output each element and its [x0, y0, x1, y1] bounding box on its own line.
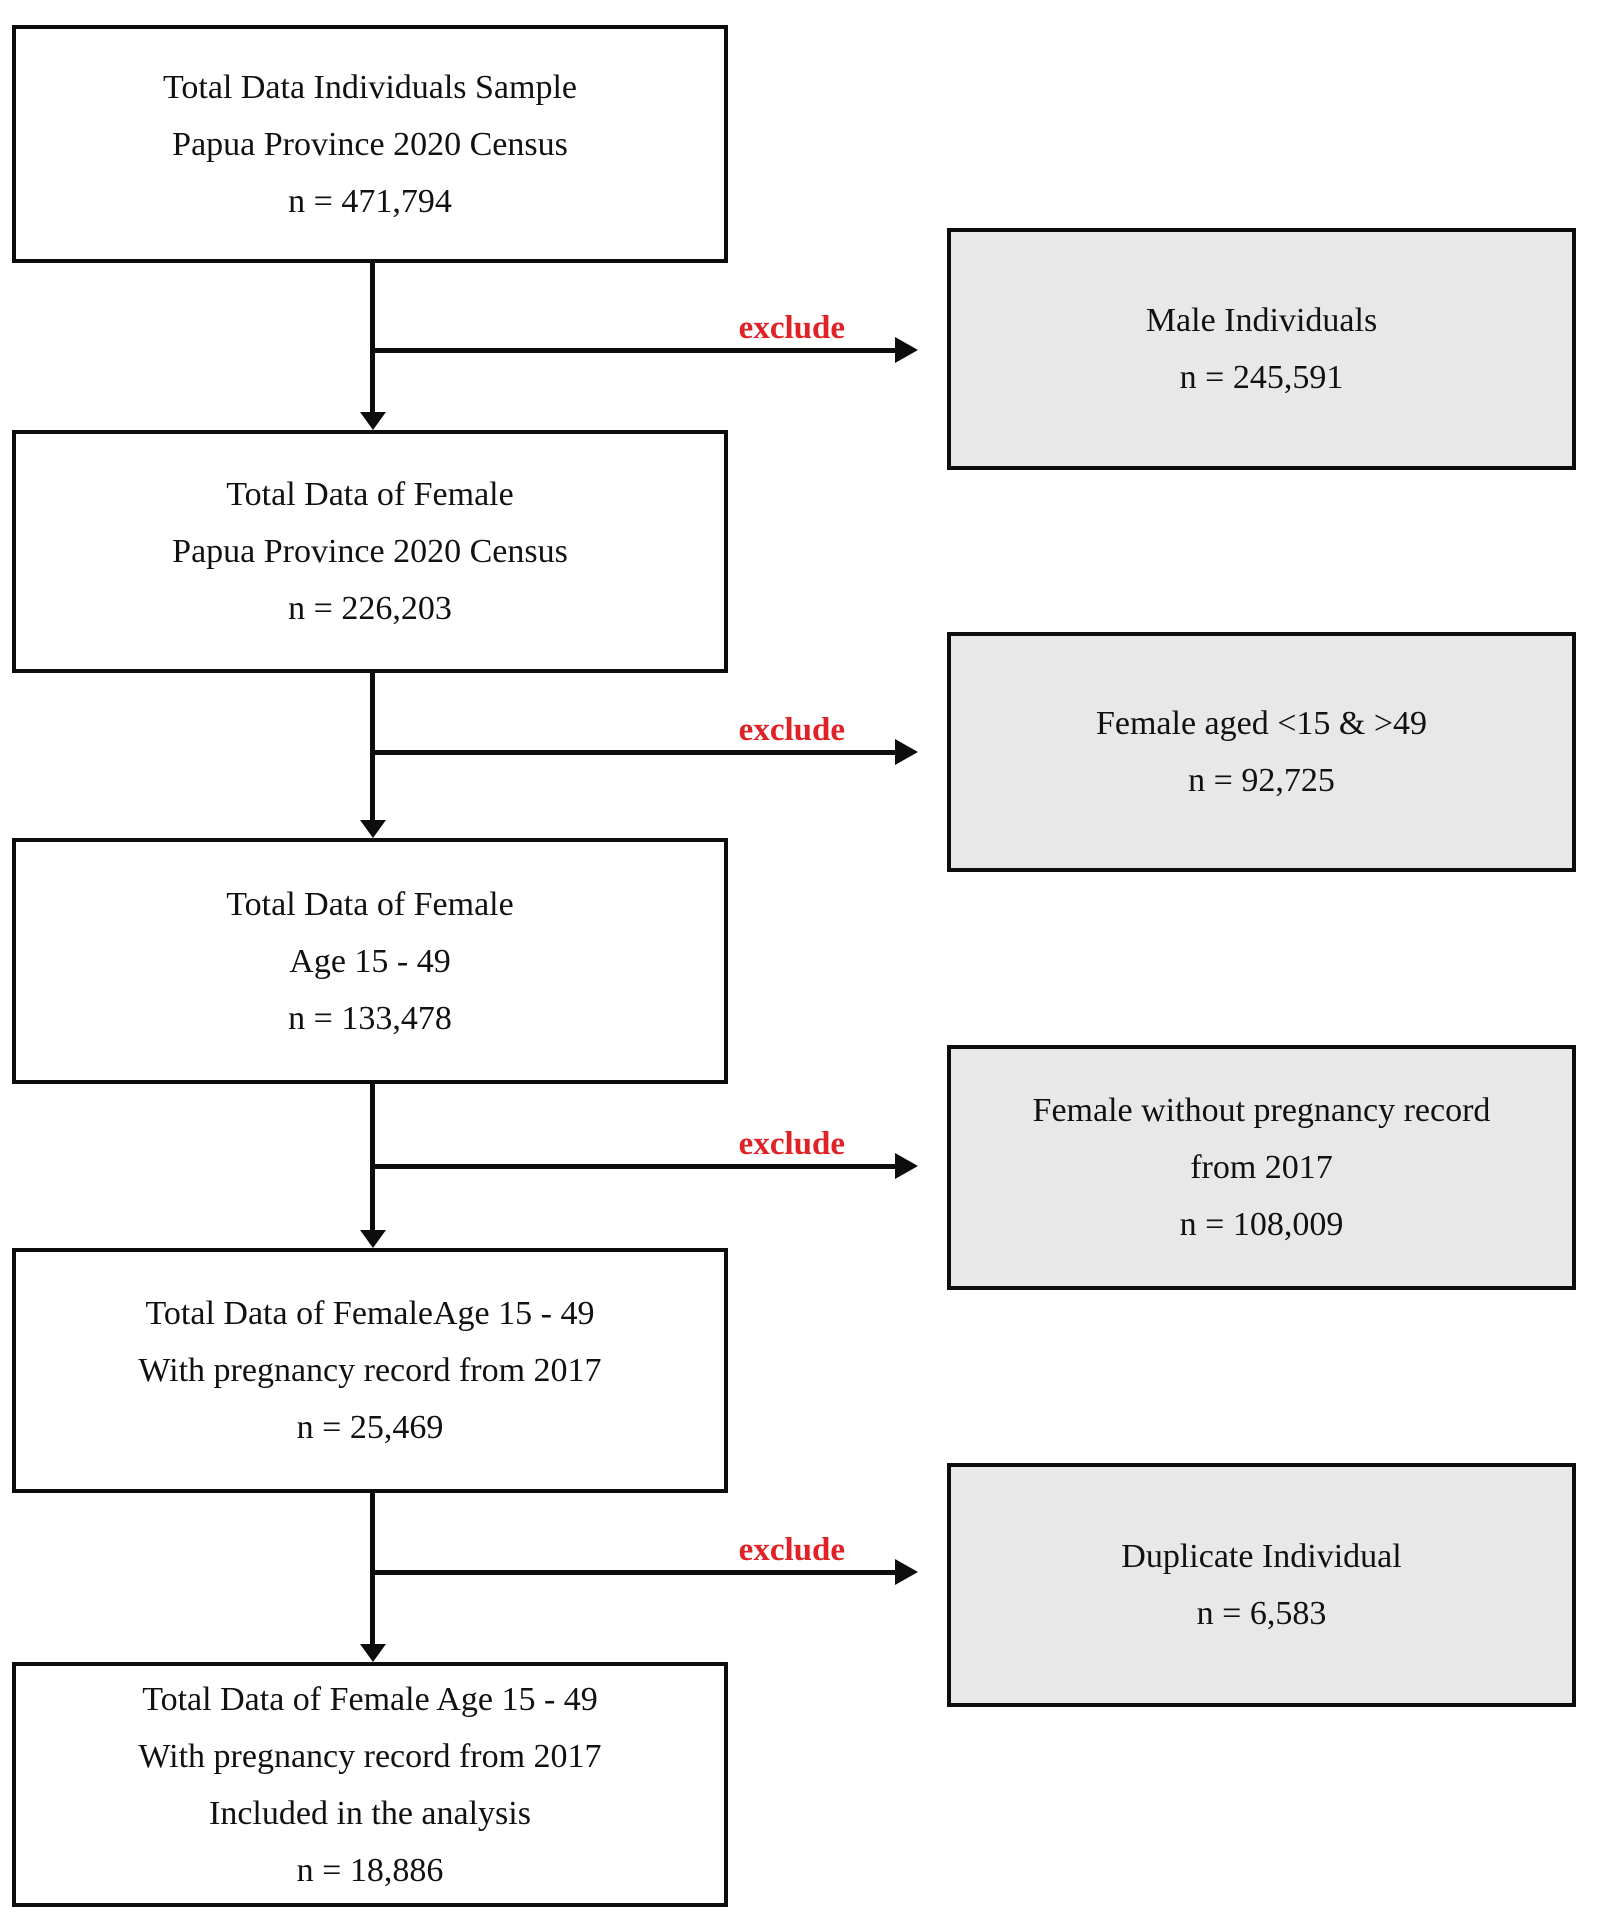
exclusion-box-count: n = 6,583 [1196, 1595, 1327, 1632]
arrow-down-icon [360, 1644, 386, 1662]
exclude-branch-line-3 [373, 1164, 897, 1169]
exclusion-box-count: n = 245,591 [1179, 359, 1344, 396]
flow-box-line: Papua Province 2020 Census [172, 125, 568, 163]
exclusion-box-line: from 2017 [1190, 1149, 1333, 1186]
flow-connector-line-2 [370, 673, 375, 822]
exclusion-box-count: n = 92,725 [1188, 762, 1335, 799]
exclusion-box-line: Duplicate Individual [1121, 1538, 1402, 1575]
arrow-right-icon [895, 337, 918, 363]
flow-box-count: n = 133,478 [288, 999, 452, 1037]
arrow-right-icon [895, 739, 918, 765]
flow-box-included-in-analysis: Total Data of Female Age 15 - 49 With pr… [12, 1662, 728, 1907]
arrow-right-icon [895, 1559, 918, 1585]
flow-box-count: n = 18,886 [296, 1851, 444, 1889]
flow-box-line: Total Data of Female [226, 476, 514, 513]
exclude-branch-line-4 [373, 1570, 897, 1575]
flow-box-line: Included in the analysis [209, 1794, 531, 1832]
flow-connector-line-4 [370, 1493, 375, 1646]
flow-connector-line-3 [370, 1084, 375, 1232]
flow-connector-line-1 [370, 263, 375, 414]
exclusion-box-female-age-out-of-range: Female aged <15 & >49 n = 92,725 [947, 632, 1576, 872]
exclude-label-3: exclude [738, 1126, 845, 1162]
exclude-label-1: exclude [738, 310, 845, 346]
flow-box-line: With pregnancy record from 2017 [138, 1352, 602, 1389]
arrow-down-icon [360, 1230, 386, 1248]
exclude-branch-line-2 [373, 750, 897, 755]
arrow-down-icon [360, 820, 386, 838]
arrow-right-icon [895, 1153, 918, 1179]
exclusion-box-line: Male Individuals [1145, 302, 1378, 339]
exclude-label-2: exclude [738, 712, 845, 748]
exclusion-box-line: Female aged <15 & >49 [1095, 705, 1428, 742]
exclusion-box-no-pregnancy-record: Female without pregnancy record from 201… [947, 1045, 1576, 1290]
flow-box-count: n = 471,794 [288, 182, 452, 220]
exclude-label-4: exclude [738, 1532, 845, 1568]
flow-box-line: Total Data of FemaleAge 15 - 49 [145, 1295, 595, 1332]
exclusion-box-duplicate-individual: Duplicate Individual n = 6,583 [947, 1463, 1576, 1707]
flow-box-line: Age 15 - 49 [289, 942, 451, 980]
exclusion-box-male-individuals: Male Individuals n = 245,591 [947, 228, 1576, 470]
flow-box-line: Total Data of Female Age 15 - 49 [142, 1680, 598, 1718]
flow-box-female-age-15-49: Total Data of Female Age 15 - 49 n = 133… [12, 838, 728, 1084]
flow-box-line: Papua Province 2020 Census [172, 533, 568, 570]
flow-box-line: Total Data Individuals Sample [162, 68, 578, 106]
flow-box-total-sample: Total Data Individuals Sample Papua Prov… [12, 25, 728, 263]
arrow-down-icon [360, 412, 386, 430]
flow-box-count: n = 226,203 [288, 590, 452, 627]
exclusion-box-line: Female without pregnancy record [1032, 1092, 1491, 1129]
flow-box-total-female: Total Data of Female Papua Province 2020… [12, 430, 728, 673]
flow-box-count: n = 25,469 [296, 1409, 444, 1446]
exclude-branch-line-1 [373, 348, 897, 353]
flow-box-with-pregnancy-record: Total Data of FemaleAge 15 - 49 With pre… [12, 1248, 728, 1493]
flow-box-line: Total Data of Female [226, 885, 514, 923]
exclusion-box-count: n = 108,009 [1179, 1206, 1344, 1243]
flow-box-line: With pregnancy record from 2017 [138, 1737, 602, 1775]
